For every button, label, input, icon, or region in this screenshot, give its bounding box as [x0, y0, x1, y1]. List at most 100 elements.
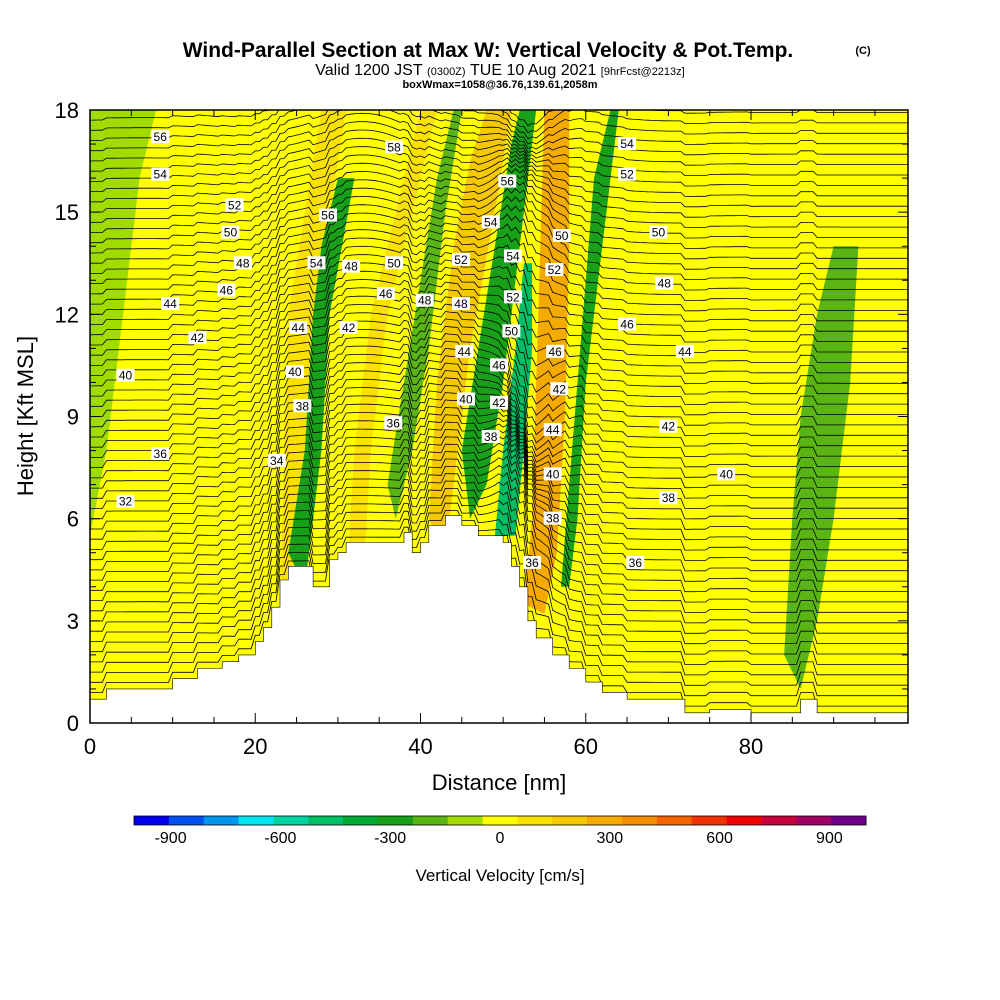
contour-label-bg	[481, 215, 500, 229]
theta-contour	[90, 112, 908, 176]
contour-label-bg	[455, 344, 474, 358]
contour-label-bg	[550, 382, 569, 396]
contour-label: 40	[459, 392, 473, 406]
colorbar: -900 -600 -300 0 300 600 900	[133, 815, 867, 847]
contour-label-bg	[546, 344, 565, 358]
contour-label-bg	[649, 225, 668, 239]
forecast-info: [9hrFcst@2213z]	[601, 66, 685, 78]
theta-contour	[90, 110, 908, 156]
contour-label-bg	[502, 324, 521, 338]
contour-label-bg	[415, 293, 434, 307]
contour-label: 38	[546, 512, 560, 526]
contour-label-bg	[552, 229, 571, 243]
terrain	[90, 515, 908, 723]
theta-contour	[90, 370, 908, 509]
contour-label-bg	[717, 467, 736, 481]
contour-label: 50	[505, 324, 519, 338]
y-tick-label: 0	[67, 711, 79, 736]
contour-label: 48	[344, 260, 358, 274]
theta-contour	[90, 279, 908, 385]
x-tick-label: 0	[84, 734, 96, 759]
contour-label-bg	[523, 555, 542, 569]
contour-label-bg	[543, 467, 562, 481]
theta-contour	[90, 195, 908, 281]
contour-label: 42	[342, 321, 356, 335]
contour-label: 54	[506, 249, 520, 263]
x-tick-label: 60	[574, 734, 598, 759]
colorbar-swatch	[831, 816, 867, 825]
contour-label-bg	[318, 208, 337, 222]
theta-contour	[90, 414, 908, 572]
theta-contour	[90, 325, 908, 447]
contour-label-bg	[161, 297, 180, 311]
theta-contour	[90, 110, 908, 166]
contour-label: 54	[310, 256, 324, 270]
colorbar-tick-label: 900	[816, 830, 843, 847]
contour-label: 52	[454, 253, 468, 267]
colorbar-tick-label: -900	[155, 830, 187, 847]
contour-label: 44	[163, 297, 177, 311]
contour-label-bg	[490, 395, 508, 409]
contour-label: 46	[492, 358, 506, 372]
contour-label: 56	[321, 209, 335, 223]
x-tick-label: 80	[739, 734, 763, 759]
contour-label: 50	[387, 256, 401, 270]
y-tick-label: 3	[67, 609, 79, 634]
contour-label-bg	[385, 256, 404, 270]
contour-label-bg	[618, 137, 637, 151]
theta-contour	[90, 295, 908, 405]
vv-region-uplift-band-mid	[346, 110, 437, 587]
contour-label: 42	[553, 382, 567, 396]
theta-contour	[90, 436, 908, 603]
contour-label-bg	[116, 368, 135, 382]
theta-contour	[90, 399, 908, 551]
contour-label: 56	[154, 130, 168, 144]
contour-label-bg	[659, 419, 678, 433]
contour-label: 58	[387, 140, 401, 154]
colorbar-swatch	[656, 816, 693, 825]
contour-label-bg	[451, 252, 470, 266]
contour-label-bg	[451, 297, 470, 311]
contour-label: 40	[546, 467, 560, 481]
contour-label: 52	[506, 290, 520, 304]
contour-label: 50	[652, 226, 666, 240]
theta-contour	[90, 110, 908, 126]
colorbar-swatch	[273, 816, 309, 825]
contour-label: 46	[379, 287, 393, 301]
contour-label: 42	[492, 396, 506, 410]
contour-label-bg	[659, 491, 678, 505]
colorbar-swatch	[587, 816, 623, 825]
colorbar-swatch	[447, 816, 483, 825]
theta-contour	[90, 502, 908, 697]
contour-label-bg	[543, 511, 562, 525]
vv-region-downdraft-core-edge	[494, 263, 533, 536]
colorbar-frame	[133, 815, 867, 826]
theta-contour	[90, 303, 908, 416]
contour-label: 40	[288, 365, 302, 379]
colorbar-label: Vertical Velocity [cm/s]	[415, 866, 584, 885]
contour-label-bg	[376, 286, 395, 300]
y-tick-label: 18	[55, 98, 79, 123]
contour-label: 50	[555, 229, 569, 243]
theta-contour	[90, 318, 908, 437]
theta-contour	[90, 480, 908, 665]
contour-label-bg	[675, 344, 694, 358]
y-tick-label: 12	[55, 302, 79, 327]
theta-contour	[90, 333, 908, 457]
theta-contour	[90, 110, 908, 145]
contour-label: 56	[501, 175, 515, 189]
colorbar-swatch	[238, 816, 274, 825]
contour-label: 44	[678, 345, 692, 359]
terrain-mask	[90, 515, 908, 723]
contour-label-bg	[655, 276, 674, 290]
colorbar-swatch	[203, 816, 239, 825]
contour-label-bg	[504, 290, 523, 304]
contour-label-bg	[339, 320, 358, 334]
colorbar-tick-label: 300	[596, 830, 623, 847]
theta-contour	[90, 451, 908, 624]
x-tick-label: 20	[243, 734, 267, 759]
vv-region-downdraft-mid-band	[387, 110, 462, 519]
box-info: boxWmax=1058@36.76,139.61,2058m	[402, 79, 597, 91]
valid-date: TUE 10 Aug 2021	[470, 62, 596, 79]
